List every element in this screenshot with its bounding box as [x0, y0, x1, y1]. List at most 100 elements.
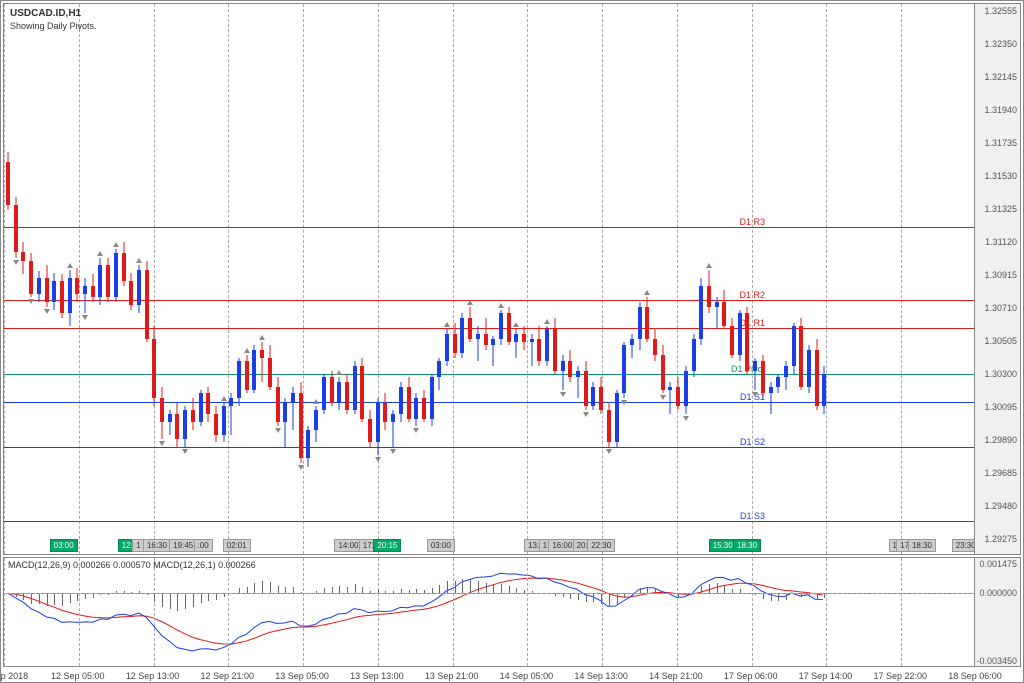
grid-vertical	[901, 558, 902, 666]
macd-histogram-bar	[439, 585, 440, 593]
macd-histogram-bar	[709, 584, 710, 593]
fractal-down-icon	[82, 315, 88, 320]
fractal-down-icon	[28, 299, 34, 304]
time-marker: 03:00	[50, 539, 78, 552]
fractal-down-icon	[375, 457, 381, 462]
macd-histogram-bar	[193, 593, 194, 607]
macd-histogram-bar	[177, 593, 178, 611]
macd-histogram-bar	[170, 593, 171, 609]
grid-vertical	[602, 4, 603, 554]
fractal-down-icon	[660, 395, 666, 400]
price-y-tick: 1.31940	[984, 105, 1017, 115]
grid-vertical	[602, 558, 603, 666]
macd-histogram-bar	[601, 593, 602, 603]
macd-histogram-bar	[185, 593, 186, 608]
macd-panel[interactable]: MACD(12,26,9) 0.000266 0.000570 MACD(12,…	[3, 557, 1021, 667]
time-marker: 23:30	[952, 539, 974, 552]
macd-histogram-bar	[154, 593, 155, 601]
grid-vertical	[154, 558, 155, 666]
x-axis-label: 17 Sep 06:00	[724, 671, 778, 681]
macd-y-tick: -0.003450	[976, 656, 1017, 666]
time-marker: 22:30	[587, 539, 615, 552]
macd-histogram-bar	[447, 581, 448, 593]
price-y-tick: 1.30710	[984, 303, 1017, 313]
fractal-up-icon	[244, 348, 250, 353]
fractal-down-icon	[44, 309, 50, 314]
macd-histogram-bar	[717, 583, 718, 593]
trading-chart[interactable]: USDCAD.ID,H1 Showing Daily Pivots. D1 R3…	[0, 0, 1024, 683]
grid-vertical	[677, 558, 678, 666]
macd-histogram-bar	[355, 584, 356, 593]
grid-vertical	[901, 4, 902, 554]
price-panel[interactable]: USDCAD.ID,H1 Showing Daily Pivots. D1 R3…	[3, 3, 1021, 555]
price-plot-area[interactable]: D1 R31.31217D1 R21.30760D1 R11.30586D1 P…	[4, 4, 974, 554]
pivot-label: D1 S2	[740, 437, 765, 447]
x-axis-label: 14 Sep 21:00	[649, 671, 703, 681]
macd-histogram-bar	[339, 586, 340, 594]
macd-histogram-bar	[201, 593, 202, 602]
grid-vertical	[79, 558, 80, 666]
fractal-down-icon	[390, 449, 396, 454]
pivot-line	[4, 300, 974, 301]
price-y-tick: 1.31325	[984, 204, 1017, 214]
price-y-tick: 1.31530	[984, 171, 1017, 181]
price-y-tick: 1.29275	[984, 534, 1017, 544]
fractal-up-icon	[67, 263, 73, 268]
grid-vertical	[154, 4, 155, 554]
macd-histogram-bar	[701, 586, 702, 593]
x-axis-label: 17 Sep 22:00	[873, 671, 927, 681]
macd-histogram-bar	[478, 581, 479, 593]
price-y-tick: 1.30505	[984, 336, 1017, 346]
chart-title: USDCAD.ID,H1	[10, 8, 97, 19]
macd-plot-area[interactable]	[4, 558, 974, 666]
grid-vertical	[378, 558, 379, 666]
time-marker: 18:30	[733, 539, 761, 552]
grid-vertical	[752, 4, 753, 554]
pivot-label: D1 S3	[740, 511, 765, 521]
macd-histogram-bar	[347, 587, 348, 594]
fractal-up-icon	[444, 322, 450, 327]
macd-histogram-bar	[216, 593, 217, 600]
time-marker: 03:00	[427, 539, 455, 552]
fractal-up-icon	[544, 319, 550, 324]
pivot-line	[4, 374, 974, 375]
grid-vertical	[228, 558, 229, 666]
pivot-label: D1 R3	[740, 217, 766, 227]
price-y-tick: 1.30300	[984, 369, 1017, 379]
macd-histogram-bar	[455, 581, 456, 593]
price-y-tick: 1.29890	[984, 435, 1017, 445]
price-y-tick: 1.30095	[984, 402, 1017, 412]
macd-histogram-bar	[47, 593, 48, 606]
macd-histogram-bar	[39, 593, 40, 604]
fractal-up-icon	[644, 290, 650, 295]
fractal-up-icon	[467, 300, 473, 305]
pivot-line	[4, 447, 974, 448]
time-marker: :00	[194, 539, 213, 552]
macd-histogram-bar	[208, 593, 209, 600]
macd-histogram-bar	[593, 593, 594, 602]
macd-histogram-bar	[462, 579, 463, 593]
fractal-down-icon	[583, 412, 589, 417]
x-axis-labels: 11 Sep 201812 Sep 05:0012 Sep 13:0012 Se…	[3, 668, 975, 682]
grid-vertical	[228, 4, 229, 554]
price-y-tick: 1.29480	[984, 501, 1017, 511]
macd-y-tick: 0.001475	[979, 559, 1017, 569]
grid-vertical	[527, 4, 528, 554]
chart-subtitle: Showing Daily Pivots.	[10, 21, 97, 31]
fractal-down-icon	[159, 441, 165, 446]
fractal-up-icon	[336, 370, 342, 375]
fractal-up-icon	[498, 303, 504, 308]
x-axis-label: 17 Sep 14:00	[799, 671, 853, 681]
grid-vertical	[453, 558, 454, 666]
macd-histogram-bar	[617, 593, 618, 603]
price-y-tick: 1.30915	[984, 270, 1017, 280]
macd-y-tick: 0.000000	[979, 588, 1017, 598]
x-axis-label: 18 Sep 06:00	[948, 671, 1002, 681]
fractal-down-icon	[560, 392, 566, 397]
fractal-down-icon	[182, 449, 188, 454]
grid-vertical	[826, 558, 827, 666]
x-axis-label: 11 Sep 2018	[0, 671, 28, 681]
macd-slow-line	[8, 573, 823, 651]
grid-vertical	[826, 4, 827, 554]
x-axis-label: 13 Sep 21:00	[425, 671, 479, 681]
